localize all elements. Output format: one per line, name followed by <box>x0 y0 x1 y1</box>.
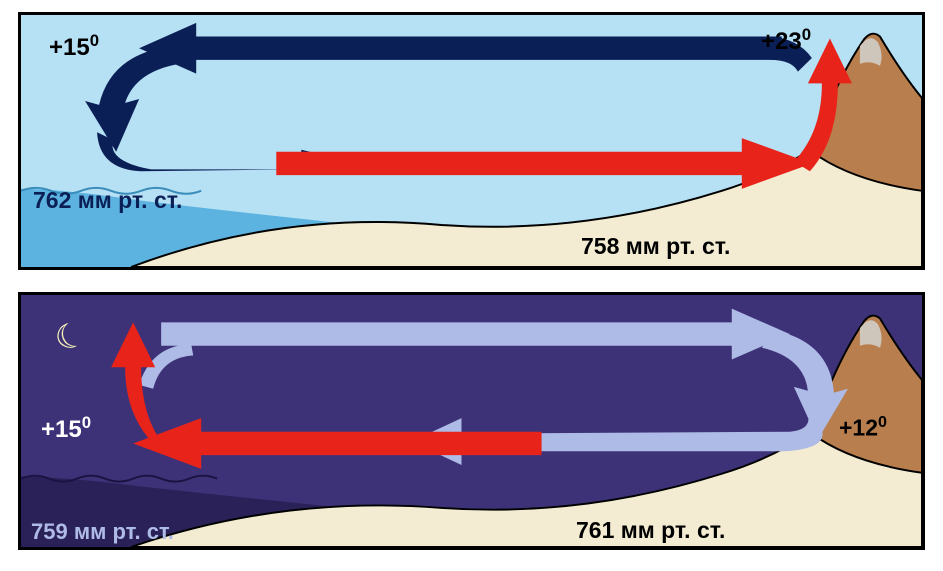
day-temp-sea-label: +150 <box>49 31 99 62</box>
night-upper-arrow <box>161 309 790 360</box>
night-sea-waves <box>21 476 217 482</box>
night-rising-curve-left <box>139 344 193 389</box>
rock-shape <box>812 34 922 191</box>
night-scene-svg <box>21 295 922 547</box>
night-pressure-sea-label: 759 мм рт. ст. <box>31 519 174 545</box>
day-pressure-sea-label: 762 мм рт. ст. <box>33 187 182 214</box>
night-pressure-land-value: 761 мм рт. ст. <box>576 517 725 543</box>
night-rock-peak <box>860 320 882 348</box>
rock-peak <box>860 38 882 66</box>
night-breeze-panel: ☾ +150 <box>18 292 925 550</box>
night-pressure-sea-value: 759 мм рт. ст. <box>31 519 174 544</box>
night-rock-shape <box>812 316 922 473</box>
night-pressure-land-label: 761 мм рт. ст. <box>576 517 725 544</box>
hot-ground-arrow <box>276 138 812 189</box>
hot-rising-arrow <box>794 38 852 171</box>
day-temp-sea-value: +15 <box>49 34 90 61</box>
lower-cool-arrow-left <box>97 132 351 173</box>
night-temp-sea-label: +150 <box>41 413 91 444</box>
beach-shape <box>131 118 922 267</box>
day-pressure-land-value: 758 мм рт. ст. <box>581 233 730 259</box>
night-temp-land-label: +120 <box>839 413 887 442</box>
night-hot-ground-arrow <box>133 418 541 469</box>
night-lower-light-arrow <box>411 414 822 465</box>
night-temp-land-value: +12 <box>839 415 878 441</box>
day-pressure-sea-value: 762 мм рт. ст. <box>33 187 182 213</box>
day-temp-land-value: +23 <box>761 28 802 55</box>
day-pressure-land-label: 758 мм рт. ст. <box>581 233 730 260</box>
night-beach-shape <box>131 400 922 547</box>
descending-cool-arrow <box>85 46 179 151</box>
night-temp-sea-value: +15 <box>41 416 82 443</box>
night-hot-rising-arrow <box>111 322 169 451</box>
moon-icon: ☾ <box>49 313 91 361</box>
day-temp-land-label: +230 <box>761 25 811 56</box>
night-descending-curve-right <box>762 330 848 439</box>
rock-shadow <box>827 42 922 171</box>
day-breeze-panel: +150 +230 762 мм рт. ст. 758 мм рт. ст. <box>18 12 925 270</box>
upper-cool-arrow <box>139 23 782 74</box>
